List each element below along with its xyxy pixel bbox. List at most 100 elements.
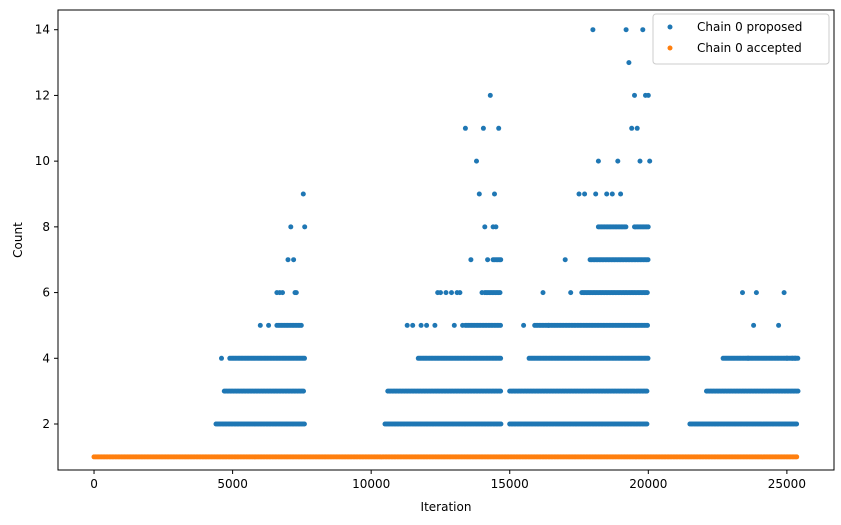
data-point	[493, 224, 499, 230]
y-tick-label: 10	[35, 154, 50, 168]
data-point	[219, 355, 224, 361]
data-point	[615, 158, 621, 164]
data-point	[740, 290, 745, 296]
data-point	[498, 257, 504, 263]
y-tick-label: 2	[42, 417, 50, 431]
data-point	[582, 191, 588, 197]
data-point	[432, 322, 438, 328]
data-point	[645, 257, 651, 263]
data-point	[794, 421, 800, 427]
data-point	[645, 355, 651, 361]
data-point	[540, 290, 546, 296]
data-point	[257, 322, 263, 328]
y-tick-label: 6	[42, 286, 50, 300]
x-tick-label: 10000	[352, 477, 390, 491]
data-point	[632, 92, 637, 98]
data-point	[301, 421, 307, 427]
data-point	[482, 224, 488, 230]
data-point	[476, 191, 482, 197]
data-point	[487, 92, 493, 98]
data-point	[609, 191, 615, 197]
legend-marker-accepted	[667, 45, 673, 51]
y-tick-label: 4	[42, 351, 50, 365]
x-tick-label: 20000	[629, 477, 667, 491]
data-point	[468, 257, 474, 263]
data-point	[498, 355, 504, 361]
x-tick-label: 5000	[217, 477, 248, 491]
legend-marker-proposed	[667, 24, 673, 30]
x-axis: 0 5000 10000 15000 20000 25000	[90, 470, 806, 491]
data-point	[266, 322, 272, 328]
series-1	[91, 454, 800, 460]
data-point	[300, 191, 306, 197]
series-0	[213, 27, 801, 427]
data-point	[751, 322, 757, 328]
data-point	[776, 322, 782, 328]
data-point	[451, 322, 457, 328]
data-point	[629, 125, 635, 131]
data-point	[498, 322, 503, 328]
data-point	[285, 257, 291, 263]
data-point	[626, 60, 632, 66]
points-layer	[91, 27, 801, 460]
data-point	[496, 125, 502, 131]
legend-box	[652, 13, 830, 65]
data-point	[521, 322, 527, 328]
data-point	[644, 290, 650, 296]
data-point	[644, 421, 650, 427]
data-point	[623, 27, 629, 33]
data-point	[424, 322, 430, 328]
data-point	[498, 421, 504, 427]
data-point	[485, 257, 491, 263]
data-point	[293, 290, 299, 296]
y-axis: 2 4 6 8 10 12 14	[35, 23, 58, 431]
data-point	[474, 158, 479, 164]
data-point	[462, 125, 468, 131]
data-point	[604, 191, 610, 197]
data-point	[301, 388, 306, 394]
x-tick-label: 15000	[491, 477, 529, 491]
data-point	[492, 191, 497, 197]
y-axis-label: Count	[11, 222, 25, 258]
plot-frame	[57, 9, 835, 471]
data-point	[794, 454, 800, 460]
x-axis-label: Iteration	[421, 500, 472, 514]
legend: Chain 0 proposed Chain 0 accepted	[652, 13, 830, 65]
data-point	[645, 224, 651, 230]
data-point	[745, 355, 751, 361]
x-tick-label: 25000	[768, 477, 806, 491]
data-point	[288, 224, 294, 230]
data-point	[404, 322, 410, 328]
data-point	[443, 290, 449, 296]
data-point	[623, 224, 629, 230]
data-point	[410, 322, 416, 328]
data-point	[546, 322, 551, 328]
legend-label-proposed: Chain 0 proposed	[697, 20, 802, 34]
data-point	[479, 290, 485, 296]
data-point	[460, 322, 466, 328]
data-point	[291, 257, 297, 263]
data-point	[637, 158, 643, 164]
data-point	[302, 355, 307, 361]
data-point	[781, 290, 787, 296]
data-point	[753, 290, 759, 296]
y-tick-label: 12	[35, 88, 50, 102]
data-point	[418, 322, 424, 328]
data-point	[302, 224, 308, 230]
y-tick-label: 14	[35, 23, 50, 37]
data-point	[593, 191, 599, 197]
data-point	[280, 290, 285, 296]
data-point	[457, 290, 463, 296]
data-point	[634, 125, 640, 131]
data-point	[595, 158, 601, 164]
data-point	[438, 290, 443, 296]
legend-label-accepted: Chain 0 accepted	[697, 41, 802, 55]
data-point	[298, 322, 304, 328]
data-point	[645, 322, 650, 328]
data-point	[568, 290, 574, 296]
data-point	[590, 27, 596, 33]
data-point	[792, 355, 798, 361]
data-point	[645, 92, 651, 98]
y-tick-label: 8	[42, 220, 50, 234]
